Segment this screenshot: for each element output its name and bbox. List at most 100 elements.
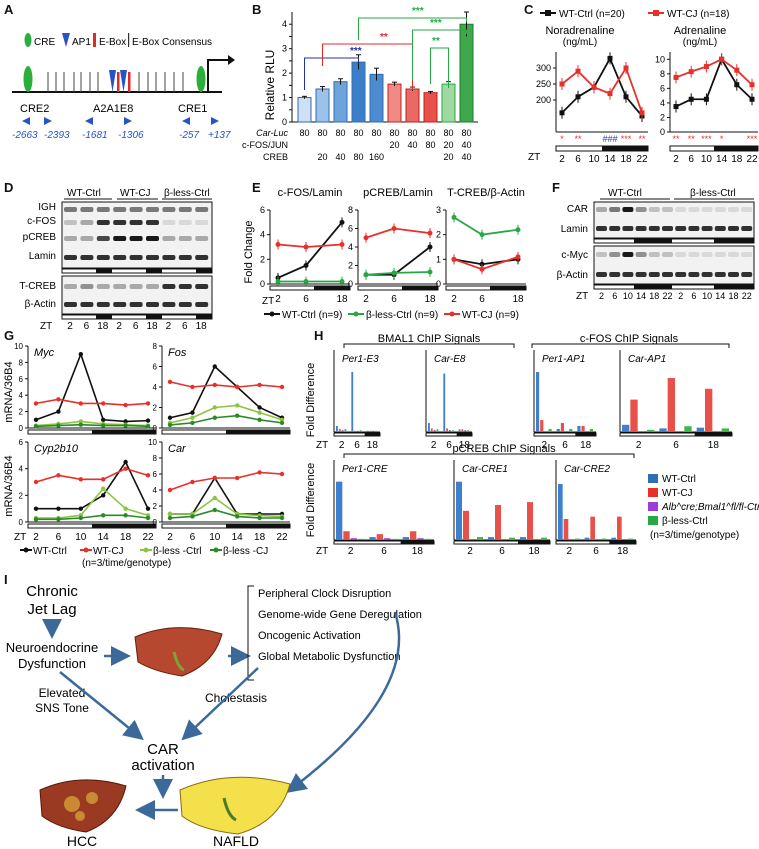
g-point: [123, 423, 128, 428]
e-zt-tick: 2: [275, 294, 281, 305]
i-sns-line1: Elevated: [39, 686, 86, 700]
d-zt-tick: 6: [133, 321, 139, 330]
h-legend-n: (n=3/time/genotype): [650, 530, 739, 541]
f-band: [596, 272, 607, 277]
c-legend-cj-marker: [653, 10, 659, 16]
g-zt-tick: 22: [276, 532, 288, 543]
h-bar: [376, 534, 383, 540]
b-row-value: 20: [389, 140, 399, 150]
g-series-line: [169, 509, 282, 519]
pos-6: +137: [208, 130, 231, 141]
c-legend-cj: WT-CJ (n=18): [667, 9, 730, 20]
c-ytick-label: 2: [660, 112, 665, 122]
c-ytick-label: 250: [536, 79, 551, 89]
c-point: [575, 94, 581, 100]
h-bar: [369, 537, 376, 540]
ebox-legend-icon: [93, 33, 96, 47]
g-point: [257, 410, 262, 415]
h-bar: [446, 428, 448, 432]
d-band: [80, 284, 94, 289]
c-point: [688, 96, 694, 102]
h-site-title: Car-AP1: [628, 354, 666, 365]
b-row-value: 40: [461, 152, 471, 162]
b-row-value: 80: [461, 128, 471, 138]
g-zt-tick: 10: [209, 532, 221, 543]
f-zt-tick: 2: [599, 291, 604, 300]
g-legend-wt: WT-Ctrl: [33, 546, 67, 557]
g-ytick-label: 4: [153, 486, 158, 495]
c-zt-tick: 18: [731, 154, 743, 165]
g-point: [123, 459, 128, 465]
g-series-line: [35, 398, 149, 406]
h-ylabel-bottom: Fold Difference: [305, 463, 317, 537]
f-blot-top: [593, 201, 755, 239]
f-band: [728, 207, 739, 212]
i-car-line1: CAR: [147, 741, 179, 758]
f-band: [609, 272, 621, 277]
h-bar: [590, 516, 595, 540]
g-point: [101, 423, 106, 428]
c-ytick-label: 4: [660, 98, 665, 108]
g-series-line: [169, 404, 283, 424]
g-point: [257, 405, 262, 410]
e-ylabel: Fold Change: [243, 221, 255, 284]
panel-g-chart: mRNA/36B4 mRNA/36B4 Myc0246810Fos02468Cy…: [3, 342, 291, 568]
d-band: [178, 302, 192, 307]
label-cre2: CRE2: [20, 103, 49, 115]
f-band: [662, 272, 673, 277]
h-bar: [372, 430, 375, 432]
h-bar: [647, 429, 655, 432]
d-light-bar-1: [61, 268, 213, 274]
g-point: [235, 413, 240, 418]
h-bar: [527, 502, 533, 540]
f-row-bactin: β-Actin: [557, 270, 588, 281]
h-bar: [350, 538, 357, 540]
g-point: [145, 401, 151, 406]
d-band: [178, 207, 192, 212]
label-a2a1e8: A2A1E8: [93, 103, 133, 115]
e-zt-tick: 18: [512, 294, 524, 305]
g-point: [167, 515, 173, 521]
b-bracket-green3: [358, 17, 467, 40]
b-sig-red: **: [380, 32, 388, 43]
h-zt-label-top: ZT: [316, 440, 328, 451]
d-band: [80, 220, 94, 225]
g-ytick-label: 0: [153, 424, 158, 433]
g-series-line: [36, 487, 149, 519]
g-zt-tick: 6: [56, 532, 62, 543]
f-band: [609, 226, 621, 231]
g-ytick-label: 6: [19, 438, 24, 447]
g-point: [212, 382, 217, 388]
panel-letter-g: G: [4, 328, 15, 343]
g-zt-tick: 18: [254, 532, 266, 543]
g-point: [33, 417, 39, 422]
f-zt-tick: 6: [612, 291, 617, 300]
g-point: [33, 517, 39, 522]
g-ytick-label: 8: [153, 454, 158, 463]
h-legend-cj-swatch: [648, 488, 658, 497]
g-dark-bar: [226, 524, 290, 528]
g-dark-bar: [92, 430, 156, 434]
d-band: [195, 302, 209, 307]
h-bar: [433, 430, 436, 432]
e-zt-label: ZT: [262, 296, 274, 307]
h-zt-label-bottom: ZT: [316, 546, 328, 557]
e-ytick-label: 0: [260, 279, 265, 289]
d-band: [64, 284, 77, 289]
f-band: [714, 272, 726, 277]
c-point: [607, 55, 613, 61]
g-zt-tick: 2: [33, 532, 39, 543]
c-point: [703, 64, 709, 70]
b-row-value: 20: [443, 140, 453, 150]
c-series-line: [561, 65, 643, 114]
h-zt-tick: 2: [467, 546, 473, 557]
d-band: [129, 236, 143, 241]
pos-3: -1681: [82, 130, 108, 141]
b-row-value: 40: [407, 140, 417, 150]
f-band: [635, 272, 647, 277]
g-ytick-label: 2: [19, 408, 24, 417]
g-point: [167, 487, 173, 493]
e-ytick-label: 3: [436, 205, 441, 215]
g-ytick-label: 8: [19, 358, 24, 367]
g-ytick-label: 10: [148, 438, 157, 447]
